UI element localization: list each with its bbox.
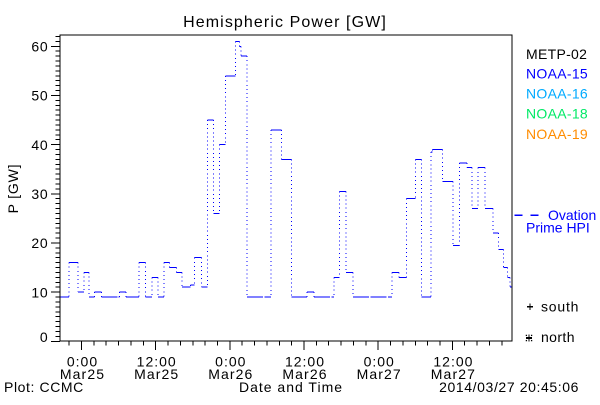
svg-text:NOAA-19: NOAA-19 bbox=[526, 126, 588, 142]
svg-text:0:00: 0:00 bbox=[67, 353, 98, 369]
svg-text:METP-02: METP-02 bbox=[526, 46, 587, 62]
svg-text:Mar25: Mar25 bbox=[60, 366, 105, 382]
svg-text:NOAA-15: NOAA-15 bbox=[526, 65, 588, 81]
svg-text:10: 10 bbox=[31, 284, 48, 300]
svg-text:2014/03/27 20:45:06: 2014/03/27 20:45:06 bbox=[439, 379, 579, 395]
svg-text:Mar25: Mar25 bbox=[134, 366, 179, 382]
svg-text:south: south bbox=[541, 299, 579, 315]
svg-text:60: 60 bbox=[31, 39, 48, 55]
svg-text:Mar27: Mar27 bbox=[431, 366, 476, 382]
svg-text:0:00: 0:00 bbox=[364, 353, 395, 369]
svg-text:NOAA-18: NOAA-18 bbox=[526, 106, 588, 122]
svg-text:Mar26: Mar26 bbox=[208, 366, 253, 382]
svg-text:Plot: CCMC: Plot: CCMC bbox=[4, 379, 84, 395]
svg-text:12:00: 12:00 bbox=[137, 353, 177, 369]
svg-text:Date and Time: Date and Time bbox=[239, 379, 343, 395]
svg-text:30: 30 bbox=[31, 186, 48, 202]
svg-text:50: 50 bbox=[31, 88, 48, 104]
svg-text:Mar26: Mar26 bbox=[282, 366, 327, 382]
svg-text:Mar27: Mar27 bbox=[357, 366, 402, 382]
svg-text:north: north bbox=[541, 329, 575, 345]
svg-text:NOAA-16: NOAA-16 bbox=[526, 86, 588, 102]
svg-text:Hemispheric Power [GW]: Hemispheric Power [GW] bbox=[183, 14, 387, 31]
svg-text:Prime HPI: Prime HPI bbox=[526, 220, 590, 236]
svg-text:40: 40 bbox=[31, 137, 48, 153]
svg-text:0:00: 0:00 bbox=[215, 353, 246, 369]
svg-text:Ovation: Ovation bbox=[548, 207, 596, 223]
svg-text:P [GW]: P [GW] bbox=[5, 164, 21, 214]
svg-text:20: 20 bbox=[31, 235, 48, 251]
svg-text:0: 0 bbox=[40, 329, 49, 345]
svg-text:12:00: 12:00 bbox=[285, 353, 325, 369]
svg-text:12:00: 12:00 bbox=[433, 353, 473, 369]
